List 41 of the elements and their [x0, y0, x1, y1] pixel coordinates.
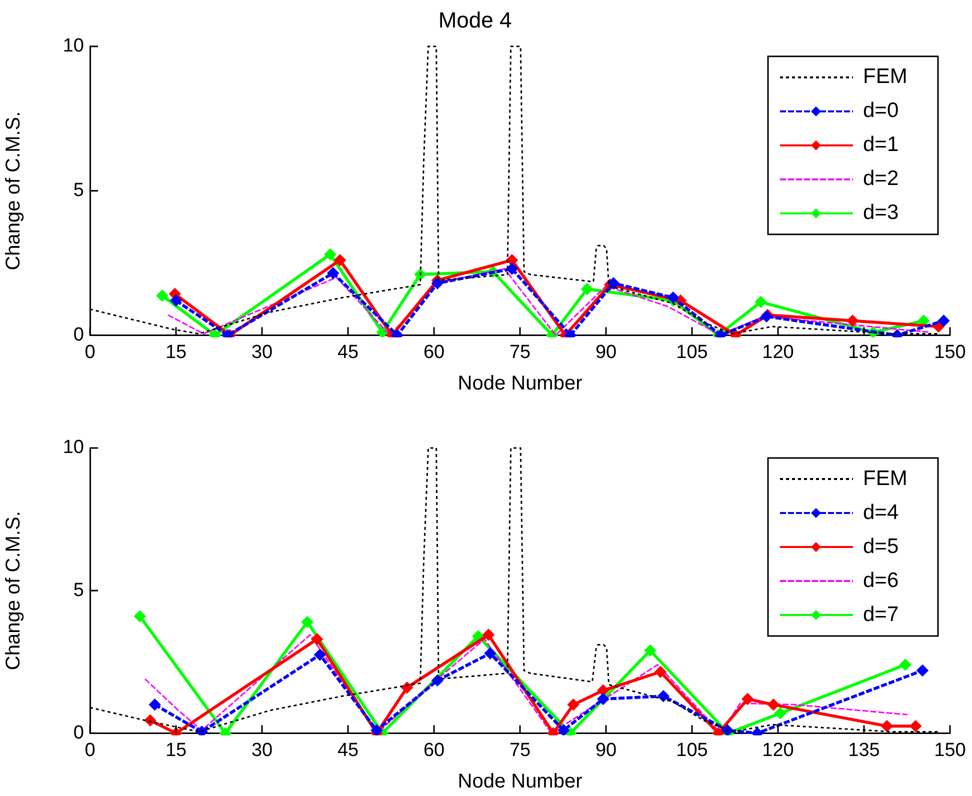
- legend-label: d=0: [863, 99, 899, 122]
- x-tick-label: 135: [848, 740, 880, 761]
- legend-label: d=3: [863, 201, 899, 224]
- x-tick-label: 120: [762, 342, 794, 363]
- legend-label: d=1: [863, 133, 899, 156]
- x-tick-label: 90: [595, 342, 617, 363]
- y-tick-label: 5: [73, 180, 84, 202]
- y-tick-label: 0: [73, 324, 84, 346]
- x-tick-label: 30: [251, 342, 273, 363]
- x-tick-label: 75: [509, 342, 531, 363]
- legend-label: d=2: [863, 167, 899, 190]
- y-axis-title: Change of C.M.S.: [2, 111, 25, 270]
- x-tick-label: 135: [848, 342, 880, 363]
- y-tick-label: 10: [62, 36, 84, 57]
- y-tick-label: 5: [73, 580, 84, 601]
- legend-label: d=6: [863, 568, 899, 592]
- x-tick-label: 90: [595, 740, 617, 761]
- chart-title: Mode 4: [438, 7, 512, 32]
- x-tick-label: 75: [509, 740, 531, 761]
- y-axis-title: Change of C.M.S.: [2, 511, 25, 670]
- x-tick-label: 105: [676, 740, 708, 761]
- x-tick-label: 150: [934, 342, 966, 363]
- y-tick-label: 0: [73, 722, 84, 744]
- legend-label: d=7: [863, 602, 899, 626]
- y-tick-label: 10: [62, 437, 84, 458]
- legend-label: d=5: [863, 534, 899, 558]
- x-axis-title: Node Number: [458, 372, 583, 395]
- legend-label: FEM: [863, 65, 908, 88]
- x-tick-label: 150: [934, 740, 966, 761]
- x-tick-label: 105: [676, 342, 708, 363]
- x-tick-label: 45: [337, 342, 359, 363]
- x-tick-label: 60: [423, 740, 445, 761]
- legend-label: d=4: [863, 500, 899, 524]
- x-tick-label: 30: [251, 740, 273, 761]
- x-tick-label: 15: [165, 740, 187, 761]
- x-tick-label: 45: [337, 740, 359, 761]
- x-axis-title: Node Number: [458, 770, 583, 793]
- x-tick-label: 15: [165, 342, 187, 363]
- x-tick-label: 60: [423, 342, 445, 363]
- x-tick-label: 120: [762, 740, 794, 761]
- legend-label: FEM: [863, 466, 908, 490]
